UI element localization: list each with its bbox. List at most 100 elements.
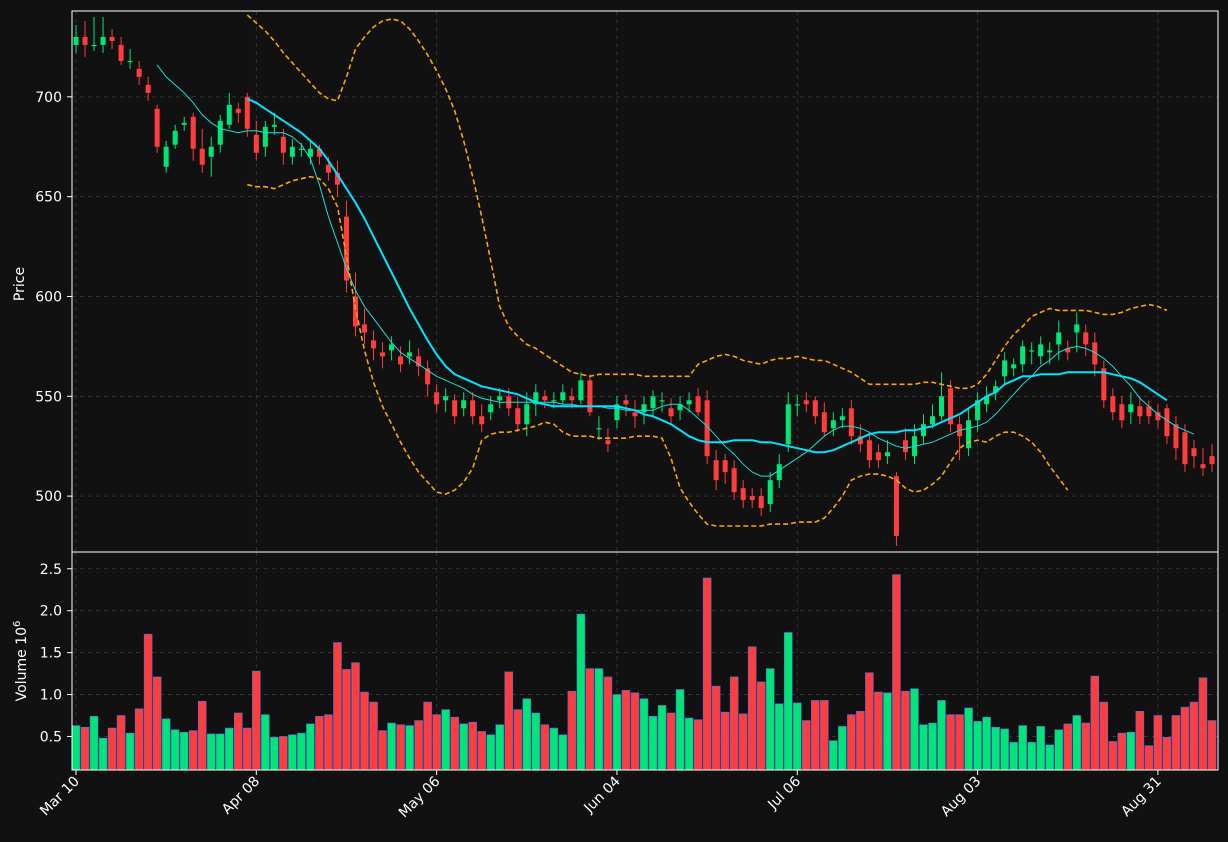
volume-bar bbox=[1027, 742, 1036, 771]
volume-bar bbox=[459, 723, 468, 771]
volume-bar bbox=[847, 714, 856, 771]
candle-body bbox=[154, 108, 160, 147]
volume-bar bbox=[783, 632, 793, 771]
candle-body bbox=[190, 116, 196, 149]
candle-body bbox=[1047, 350, 1053, 353]
candle-body bbox=[596, 428, 602, 430]
volume-bar bbox=[594, 668, 604, 771]
candle-body bbox=[857, 436, 863, 445]
volume-bar bbox=[666, 712, 676, 771]
candle-body bbox=[452, 400, 458, 417]
candle-body bbox=[623, 400, 629, 405]
volume-bar bbox=[1063, 723, 1073, 771]
candle-body bbox=[118, 44, 124, 61]
candle-body bbox=[938, 396, 945, 417]
candle-body bbox=[668, 408, 674, 417]
volume-bar bbox=[107, 727, 117, 771]
volume-bar bbox=[648, 716, 658, 771]
volume-bar bbox=[243, 727, 252, 771]
volume-bar bbox=[134, 708, 144, 771]
candle-body bbox=[659, 400, 665, 402]
volume-bar bbox=[621, 690, 631, 771]
volume-bar bbox=[143, 633, 153, 771]
candle-body bbox=[902, 440, 908, 453]
volume-bar bbox=[1000, 728, 1009, 771]
candle-body bbox=[1155, 412, 1161, 421]
candle-body bbox=[1101, 368, 1107, 401]
volume-bar bbox=[1018, 725, 1027, 771]
candle-body bbox=[866, 440, 872, 461]
volume-bar bbox=[378, 730, 387, 771]
volume-bar bbox=[865, 672, 874, 771]
volume-bar bbox=[630, 692, 640, 771]
candle-body bbox=[578, 380, 584, 401]
candle-body bbox=[253, 134, 259, 153]
candle-body bbox=[1173, 424, 1179, 449]
volume-bar bbox=[423, 701, 432, 771]
volume-bar bbox=[504, 671, 514, 771]
candle-body bbox=[109, 36, 115, 41]
volume-bar bbox=[252, 670, 261, 771]
candle-body bbox=[542, 396, 548, 401]
candle-body bbox=[488, 404, 494, 413]
candle-body bbox=[1065, 348, 1071, 353]
volume-bar bbox=[919, 724, 928, 771]
candle-body bbox=[235, 108, 241, 113]
candle-body bbox=[731, 468, 737, 493]
volume-bar bbox=[1072, 715, 1082, 771]
candle-body bbox=[830, 420, 836, 429]
volume-bar bbox=[756, 681, 766, 771]
volume-bar bbox=[1162, 736, 1172, 771]
volume-bar bbox=[1207, 720, 1217, 771]
candle-body bbox=[73, 36, 79, 45]
volume-bar bbox=[1081, 722, 1091, 771]
volume-bar bbox=[1153, 715, 1163, 771]
volume-bar bbox=[1108, 741, 1118, 771]
volume-bar bbox=[738, 713, 748, 771]
volume-bar bbox=[612, 694, 622, 771]
volume-bar bbox=[802, 720, 811, 771]
candle-body bbox=[533, 392, 539, 405]
volume-bar bbox=[1135, 711, 1145, 771]
candle-body bbox=[920, 424, 927, 437]
candle-body bbox=[1011, 364, 1017, 369]
candle-body bbox=[91, 44, 97, 47]
volume-bar bbox=[1054, 729, 1063, 771]
moving-average-fast-line bbox=[156, 64, 1195, 477]
volume-bar bbox=[973, 721, 982, 771]
volume-bar bbox=[1090, 675, 1100, 771]
candle-body bbox=[497, 396, 503, 401]
volume-bar bbox=[838, 726, 847, 771]
candle-body bbox=[686, 400, 692, 405]
volume-tick-label: 1.0 bbox=[40, 688, 62, 704]
candle-body bbox=[470, 400, 476, 417]
candle-body bbox=[641, 404, 647, 413]
candle-body bbox=[398, 356, 404, 365]
candle-body bbox=[226, 104, 232, 125]
volume-bar bbox=[964, 707, 973, 771]
volume-bar bbox=[522, 698, 532, 771]
volume-bar bbox=[396, 724, 405, 771]
candle-body bbox=[1074, 324, 1080, 333]
volume-bar bbox=[820, 700, 829, 771]
volume-bar bbox=[747, 646, 757, 771]
volume-bar bbox=[639, 698, 649, 771]
volume-bars bbox=[71, 574, 1217, 771]
grid-lines bbox=[72, 11, 1218, 770]
volume-bar bbox=[125, 732, 135, 771]
volume-bar bbox=[829, 740, 838, 771]
volume-bar bbox=[288, 734, 297, 771]
volume-bar bbox=[585, 668, 595, 771]
candle-body bbox=[1191, 448, 1197, 457]
volume-bar bbox=[982, 716, 991, 771]
candle-body bbox=[1020, 346, 1026, 365]
volume-bar bbox=[360, 691, 369, 771]
volume-bar bbox=[928, 722, 937, 771]
candle-body bbox=[587, 380, 593, 413]
volume-bar bbox=[910, 688, 919, 771]
volume-bar bbox=[333, 642, 342, 771]
candle-body bbox=[605, 440, 611, 445]
candle-body bbox=[316, 148, 322, 157]
candle-body bbox=[425, 368, 431, 385]
volume-bar bbox=[1198, 677, 1208, 771]
